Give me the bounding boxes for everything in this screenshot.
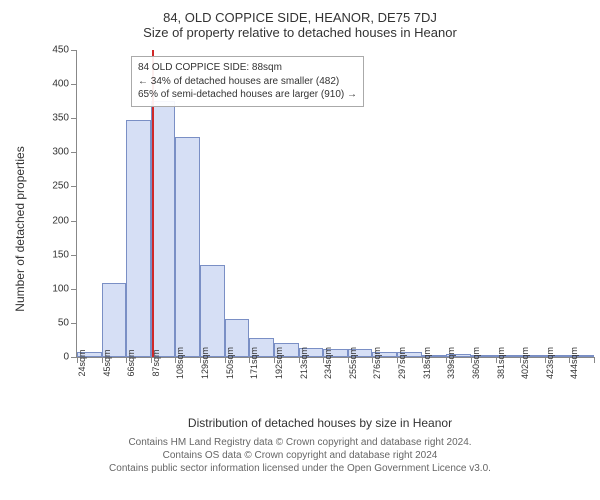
y-tick-label: 50 (58, 317, 69, 328)
y-tick-label: 0 (63, 352, 69, 363)
x-tick-label: 171sqm (249, 347, 259, 379)
histogram-bar (102, 283, 127, 357)
footer-attribution: Contains HM Land Registry data © Crown c… (10, 436, 590, 475)
y-tick-label: 150 (52, 249, 69, 260)
y-tick (71, 323, 77, 324)
y-tick-label: 200 (52, 215, 69, 226)
chart-area: Number of detached properties 0501001502… (40, 44, 600, 414)
y-tick (71, 186, 77, 187)
x-tick (594, 357, 595, 363)
y-axis-label: Number of detached properties (13, 146, 27, 311)
histogram-bar (200, 265, 225, 357)
x-tick-label: 360sqm (471, 347, 481, 379)
x-tick-label: 24sqm (77, 349, 87, 376)
histogram-bar (151, 101, 176, 357)
annotation-line: 84 OLD COPPICE SIDE: 88sqm (138, 61, 357, 75)
x-tick-label: 381sqm (496, 347, 506, 379)
y-tick (71, 221, 77, 222)
annotation-line: ← 34% of detached houses are smaller (48… (138, 75, 357, 89)
annotation-line: 65% of semi-detached houses are larger (… (138, 88, 357, 102)
y-tick (71, 255, 77, 256)
x-tick-label: 444sqm (569, 347, 579, 379)
x-tick-label: 423sqm (545, 347, 555, 379)
y-tick-label: 250 (52, 181, 69, 192)
x-tick-label: 255sqm (348, 347, 358, 379)
footer-line-1: Contains HM Land Registry data © Crown c… (10, 436, 590, 449)
x-tick-label: 276sqm (372, 347, 382, 379)
footer-line-3: Contains public sector information licen… (10, 462, 590, 475)
histogram-bar (175, 137, 200, 357)
y-tick (71, 84, 77, 85)
x-tick-label: 318sqm (422, 347, 432, 379)
x-tick-label: 339sqm (446, 347, 456, 379)
x-tick-label: 108sqm (175, 347, 185, 379)
x-tick-label: 45sqm (102, 349, 112, 376)
x-tick-label: 129sqm (200, 347, 210, 379)
y-tick-label: 350 (52, 113, 69, 124)
y-tick-label: 400 (52, 79, 69, 90)
x-tick-label: 213sqm (299, 347, 309, 379)
annotation-box: 84 OLD COPPICE SIDE: 88sqm← 34% of detac… (131, 56, 364, 107)
histogram-bar (126, 120, 151, 357)
y-tick (71, 289, 77, 290)
footer-line-2: Contains OS data © Crown copyright and d… (10, 449, 590, 462)
y-tick-label: 450 (52, 45, 69, 56)
x-tick-label: 297sqm (397, 347, 407, 379)
x-axis-label: Distribution of detached houses by size … (40, 416, 600, 430)
title-line-2: Size of property relative to detached ho… (10, 25, 590, 40)
x-tick-label: 402sqm (520, 347, 530, 379)
y-tick-label: 100 (52, 283, 69, 294)
y-tick (71, 50, 77, 51)
title-line-1: 84, OLD COPPICE SIDE, HEANOR, DE75 7DJ (10, 10, 590, 25)
x-tick-label: 192sqm (274, 347, 284, 379)
x-tick-label: 66sqm (126, 349, 136, 376)
y-tick (71, 118, 77, 119)
plot-region: 05010015020025030035040045024sqm45sqm66s… (76, 50, 594, 358)
x-tick-label: 150sqm (225, 347, 235, 379)
y-tick-label: 300 (52, 147, 69, 158)
y-tick (71, 152, 77, 153)
x-tick-label: 234sqm (323, 347, 333, 379)
